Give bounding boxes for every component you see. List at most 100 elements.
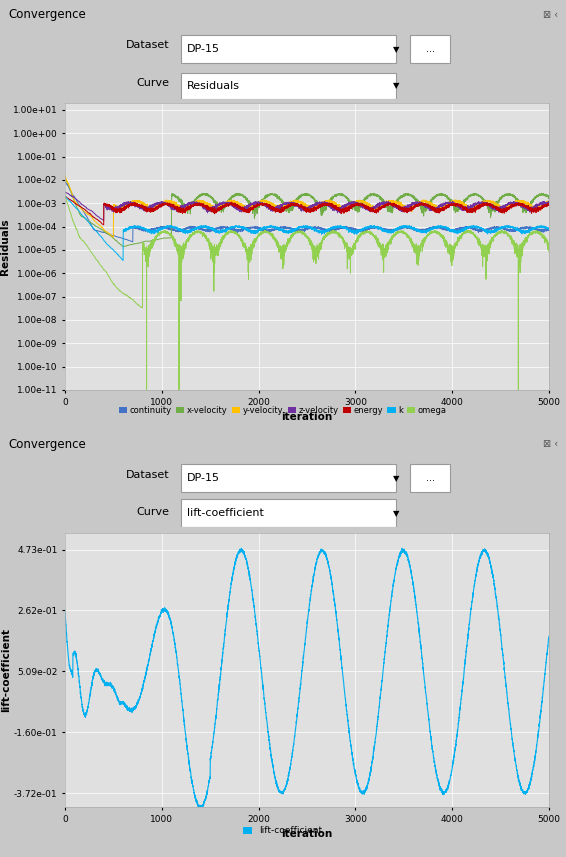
lift-coefficient [396,552,403,562]
k [157,225,164,236]
lift-coefficient [546,632,552,642]
k [514,224,521,234]
continuity [157,222,164,232]
omega [514,241,521,251]
Text: Dataset: Dataset [126,40,170,50]
omega [546,247,552,257]
x-velocity [295,191,302,201]
Line: k: k [65,196,549,261]
Line: continuity: continuity [65,183,549,242]
continuity [514,225,521,235]
Y-axis label: Residuals: Residuals [0,218,10,275]
lift-coefficient [498,639,505,650]
omega [511,242,517,252]
FancyBboxPatch shape [410,35,450,63]
Text: ▼: ▼ [393,508,400,518]
Legend: continuity, x-velocity, y-velocity, z-velocity, energy, k, omega: continuity, x-velocity, y-velocity, z-ve… [119,406,447,415]
Text: ...: ... [426,473,435,483]
energy [546,198,552,208]
z-velocity [100,215,107,225]
continuity [129,237,136,247]
Line: y-velocity: y-velocity [65,176,549,237]
Text: ▼: ▼ [393,81,400,90]
lift-coefficient [511,749,517,759]
Line: z-velocity: z-velocity [65,192,549,220]
k [511,223,517,233]
k [396,223,403,233]
energy [396,203,403,213]
z-velocity [62,187,68,197]
Line: x-velocity: x-velocity [65,178,549,247]
y-velocity [396,198,403,208]
Text: Convergence: Convergence [8,9,86,21]
y-velocity [498,203,505,213]
Text: Curve: Curve [137,79,170,88]
Text: DP-15: DP-15 [187,473,220,483]
Text: Convergence: Convergence [8,438,86,451]
omega [498,227,505,237]
y-velocity [295,197,302,207]
Text: ⊠ ‹: ⊠ ‹ [543,10,559,20]
X-axis label: iteration: iteration [281,830,333,840]
Text: lift-coefficient: lift-coefficient [187,508,264,518]
omega [295,226,302,237]
X-axis label: iteration: iteration [281,412,333,423]
Line: energy: energy [65,196,549,225]
x-velocity [514,194,521,204]
y-velocity [546,198,552,208]
FancyBboxPatch shape [181,464,396,492]
continuity [62,177,68,188]
energy [62,191,68,201]
Text: DP-15: DP-15 [187,45,220,54]
omega [143,408,150,418]
lift-coefficient [62,606,68,616]
FancyBboxPatch shape [181,499,396,527]
lift-coefficient [238,543,245,554]
Y-axis label: lift-coefficient: lift-coefficient [1,628,11,712]
Text: ⊠ ‹: ⊠ ‹ [543,440,559,449]
energy [498,204,505,214]
k [498,222,505,232]
energy [514,199,521,209]
z-velocity [514,199,521,209]
continuity [396,223,403,233]
omega [62,191,68,201]
Text: ▼: ▼ [393,474,400,482]
k [295,224,302,234]
x-velocity [157,234,164,244]
k [119,255,126,266]
k [546,224,552,234]
y-velocity [157,199,164,209]
Text: Dataset: Dataset [126,470,170,480]
z-velocity [157,198,164,208]
z-velocity [396,204,403,214]
z-velocity [295,203,302,213]
energy [295,201,302,212]
energy [100,219,107,230]
lift-coefficient [514,768,521,778]
Line: omega: omega [65,196,549,413]
FancyBboxPatch shape [181,35,396,63]
z-velocity [498,203,505,213]
Text: ...: ... [426,45,435,54]
y-velocity [62,171,68,181]
Text: ▼: ▼ [393,45,400,54]
x-velocity [546,192,552,202]
continuity [498,224,505,234]
continuity [546,225,552,236]
x-velocity [396,194,403,204]
y-velocity [62,171,68,181]
lift-coefficient [198,803,204,813]
Text: Residuals: Residuals [187,81,240,91]
y-velocity [110,232,117,243]
z-velocity [511,197,517,207]
Text: Curve: Curve [137,507,170,518]
continuity [511,225,517,235]
omega [157,227,164,237]
Line: lift-coefficient: lift-coefficient [65,548,549,808]
FancyBboxPatch shape [410,464,450,492]
y-velocity [514,197,521,207]
y-velocity [511,199,517,209]
lift-coefficient [295,693,302,704]
lift-coefficient [156,611,163,621]
